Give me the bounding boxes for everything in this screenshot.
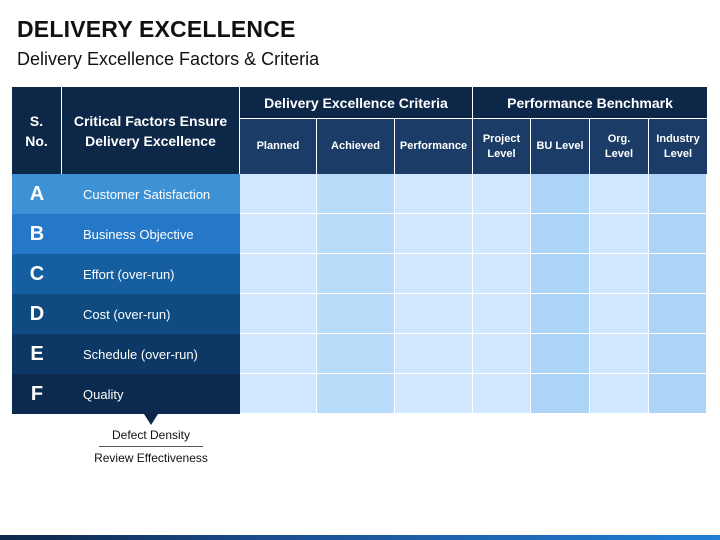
table-cell[interactable] [240,174,317,214]
table-cell[interactable] [395,214,473,254]
sno-header-label: S. No. [25,112,48,149]
table-cell[interactable] [473,254,531,294]
table-cell[interactable] [531,294,590,334]
table-cell[interactable] [317,214,395,254]
table-cell[interactable] [395,254,473,294]
slide-title: DELIVERY EXCELLENCE [17,16,296,42]
column-header-label: Achieved [331,140,380,152]
column-header-label: Performance [399,140,468,152]
table-cell[interactable] [240,294,317,334]
column-header-label: Planned [256,140,300,152]
table-cell[interactable] [473,174,531,214]
table-cell[interactable] [317,374,395,414]
table-cell[interactable] [590,214,649,254]
row-factor: Effort (over-run) [62,254,240,294]
table-cell[interactable] [531,174,590,214]
table-cell[interactable] [649,174,707,214]
table-cell[interactable] [590,174,649,214]
table-cell[interactable] [531,214,590,254]
quality-note-divider [99,446,203,447]
table-cell[interactable] [473,334,531,374]
table-cell[interactable] [649,254,707,294]
table-cell[interactable] [395,334,473,374]
table-cell[interactable] [531,254,590,294]
criteria-column-header-1: Achieved [317,118,395,174]
table-cell[interactable] [590,374,649,414]
row-letter: D [12,294,62,334]
table-cell[interactable] [240,374,317,414]
criteria-column-header-0: Planned [240,118,317,174]
table-cell[interactable] [395,374,473,414]
table-cell[interactable] [649,334,707,374]
column-header-label: Project Level [482,132,521,160]
criteria-group-label: Delivery Excellence Criteria [264,94,448,111]
bottom-accent-bar [0,535,720,540]
table-cell[interactable] [473,374,531,414]
row-letter: E [12,334,62,374]
row-letter: F [12,374,62,414]
factor-header-label: Critical Factors Ensure Delivery Excelle… [73,112,228,149]
factor-header: Critical Factors Ensure Delivery Excelle… [62,87,240,174]
table-cell[interactable] [317,294,395,334]
quality-note-defect-density: Defect Density [111,428,191,442]
row-letter: C [12,254,62,294]
row-factor: Business Objective [62,214,240,254]
benchmark-column-header-0: Project Level [473,118,531,174]
criteria-table: S. No. Critical Factors Ensure Delivery … [12,87,707,414]
row-factor: Customer Satisfaction [62,174,240,214]
row-factor: Schedule (over-run) [62,334,240,374]
table-cell[interactable] [473,214,531,254]
table-cell[interactable] [649,374,707,414]
table-cell[interactable] [531,334,590,374]
table-cell[interactable] [240,254,317,294]
benchmark-group-header: Performance Benchmark [473,87,707,118]
column-header-label: Org. Level [604,132,634,160]
table-cell[interactable] [590,294,649,334]
slide-subtitle: Delivery Excellence Factors & Criteria [17,49,320,69]
table-cell[interactable] [240,214,317,254]
table-cell[interactable] [531,374,590,414]
table-cell[interactable] [649,294,707,334]
benchmark-group-label: Performance Benchmark [507,94,673,111]
table-cell[interactable] [317,174,395,214]
benchmark-column-header-1: BU Level [531,118,590,174]
table-cell[interactable] [317,254,395,294]
table-cell[interactable] [395,174,473,214]
quality-note-review-effectiveness: Review Effectiveness [94,451,208,465]
criteria-column-header-2: Performance [395,118,473,174]
criteria-group-header: Delivery Excellence Criteria [240,87,473,118]
benchmark-column-header-3: Industry Level [649,118,707,174]
sno-header: S. No. [12,87,62,174]
table-cell[interactable] [590,334,649,374]
table-cell[interactable] [649,214,707,254]
table-cell[interactable] [590,254,649,294]
table-cell[interactable] [473,294,531,334]
quality-pointer [144,414,158,425]
benchmark-column-header-2: Org. Level [590,118,649,174]
column-header-label: BU Level [536,140,584,152]
table-cell[interactable] [240,334,317,374]
column-header-label: Industry Level [656,132,700,160]
row-letter: B [12,214,62,254]
table-cell[interactable] [395,294,473,334]
row-factor: Quality [62,374,240,414]
table-cell[interactable] [317,334,395,374]
row-factor: Cost (over-run) [62,294,240,334]
row-letter: A [12,174,62,214]
